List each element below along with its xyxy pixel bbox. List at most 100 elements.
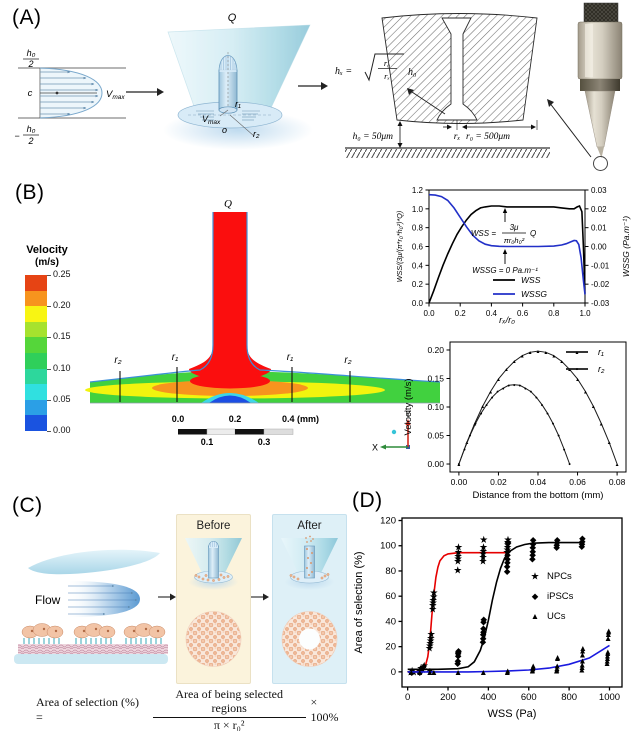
chart-text: 0.00 <box>451 477 468 487</box>
diamond-marker: ◆ <box>455 656 462 666</box>
triangle-marker: ▲ <box>480 404 485 410</box>
star-marker: ★ <box>406 667 415 678</box>
star-marker: ★ <box>428 604 437 615</box>
colorbar-band <box>25 352 47 369</box>
svg-text:2: 2 <box>27 59 33 69</box>
triangle-marker: ▲ <box>552 666 560 676</box>
diamond-marker: ◆ <box>480 614 487 624</box>
svg-text:0.2: 0.2 <box>229 414 242 424</box>
diamond-marker: ◆ <box>553 542 560 552</box>
funnel-vmax-label: Vmax <box>202 114 221 126</box>
chart-text: 0.2 <box>412 280 424 289</box>
triangle-marker: ▲ <box>578 645 586 655</box>
chart-text: 0.08 <box>609 477 626 487</box>
svg-text:rₓ: rₓ <box>384 71 390 81</box>
r2-radius-line <box>229 114 255 137</box>
chart-text: 0.4 <box>486 309 498 318</box>
triangle-marker: ▲ <box>599 421 604 427</box>
diamond-marker: ◆ <box>504 557 511 567</box>
ground-hatch <box>345 149 550 158</box>
before-card: Before <box>176 514 251 684</box>
chart-text: 0.0 <box>423 309 435 318</box>
circle-marker: ● <box>458 462 461 467</box>
triangle-marker: ▲ <box>529 662 537 672</box>
chart-text: 0 <box>405 692 410 703</box>
scale-bar: 0.0 0.2 0.4 (mm) 0.1 0.3 <box>172 414 319 447</box>
triangle-marker: ▲ <box>416 667 424 677</box>
diamond-marker: ◆ <box>529 553 536 563</box>
chart-text: 0.8 <box>548 309 560 318</box>
diamond-marker: ◆ <box>529 550 536 560</box>
chart-text: 0.00 <box>427 459 444 469</box>
chart-text: 0.6 <box>412 243 424 252</box>
triad-x-label: X <box>372 443 378 453</box>
svg-text:r₂: r₂ <box>253 129 260 139</box>
svg-text:0.1: 0.1 <box>201 437 214 447</box>
chart-text: -0.01 <box>591 261 610 270</box>
svg-text:r₀: r₀ <box>384 58 390 68</box>
series-line-r₁ <box>458 350 618 465</box>
svg-text:rₓ: rₓ <box>454 132 461 142</box>
chart-text: WSS (Pa) <box>488 708 537 720</box>
radial-outflow-hatches <box>196 110 260 121</box>
svg-text:r₀ = 500μm: r₀ = 500μm <box>466 132 510 142</box>
star-marker: ★ <box>479 553 488 564</box>
triangle-marker: ▲ <box>407 667 415 677</box>
star-marker: ★ <box>426 638 435 649</box>
chart-text: WSS = <box>471 229 496 238</box>
triangle-marker: ▲ <box>553 663 561 673</box>
colorbar-tick-label: 0.10 <box>53 362 71 373</box>
chart-text: 0.02 <box>591 205 607 214</box>
triad-y-label: Y <box>405 409 411 419</box>
star-marker: ★ <box>454 554 463 565</box>
triangle-marker: ▲ <box>496 377 501 383</box>
series-line-r₂ <box>458 384 571 465</box>
circle-marker: ● <box>535 395 538 400</box>
star-marker: ★ <box>503 535 512 546</box>
tip-circle <box>593 156 608 171</box>
h0-dimension: h₀ = 50μm <box>353 121 403 148</box>
triangle-marker: ▲ <box>456 462 461 468</box>
jet-funnel-diagram: Q r₁ Vmax o r₂ <box>163 12 313 150</box>
mini-dome-hatches <box>210 541 217 547</box>
diamond-marker: ◆ <box>579 538 586 548</box>
circle-marker: ● <box>576 367 579 372</box>
chart-text: r₂ <box>598 364 605 374</box>
triangle-marker: ▲ <box>583 389 588 395</box>
triangle-marker: ▲ <box>529 661 537 671</box>
chart-text: 80 <box>385 566 396 577</box>
triangle-marker: ▲ <box>603 653 611 663</box>
chart-text: 1.0 <box>412 205 424 214</box>
star-marker: ★ <box>479 546 488 557</box>
triangle-marker: ▲ <box>528 666 536 676</box>
diamond-marker: ◆ <box>455 648 462 658</box>
diamond-marker: ◆ <box>554 535 561 545</box>
star-marker: ★ <box>429 596 438 607</box>
circle-marker: ● <box>469 433 472 438</box>
circle-marker: ● <box>513 382 516 387</box>
triangle-marker: ▲ <box>512 359 517 365</box>
chart-text: 600 <box>521 692 537 703</box>
colorbar-tick <box>47 337 51 339</box>
svg-text:r₁: r₁ <box>287 352 293 363</box>
triangle-marker: ▲ <box>454 667 462 677</box>
circle-marker: ● <box>524 386 527 391</box>
colorbar-tick <box>47 431 51 432</box>
colorbar-tick-label: 0.20 <box>53 300 71 311</box>
circle-marker: ● <box>502 386 505 391</box>
star-marker: ★ <box>503 545 512 556</box>
circle-marker: ● <box>541 402 544 407</box>
triangle-marker: ▲ <box>604 627 612 637</box>
free-surface-line <box>89 212 441 383</box>
triangle-marker: ▲ <box>603 658 611 668</box>
svg-text:hₓ =: hₓ = <box>335 66 352 77</box>
funnel-labels: Q r₁ Vmax o r₂ <box>202 12 260 139</box>
plot-box <box>401 517 623 688</box>
chart-text: WSS <box>521 275 541 285</box>
star-marker: ★ <box>503 540 512 551</box>
diamond-marker: ◆ <box>530 542 537 552</box>
chart-text: 0.00 <box>591 243 607 252</box>
star-marker: ★ <box>416 665 425 676</box>
triangle-marker: ▲ <box>604 629 612 639</box>
arrow-profile-to-funnel <box>126 88 164 96</box>
